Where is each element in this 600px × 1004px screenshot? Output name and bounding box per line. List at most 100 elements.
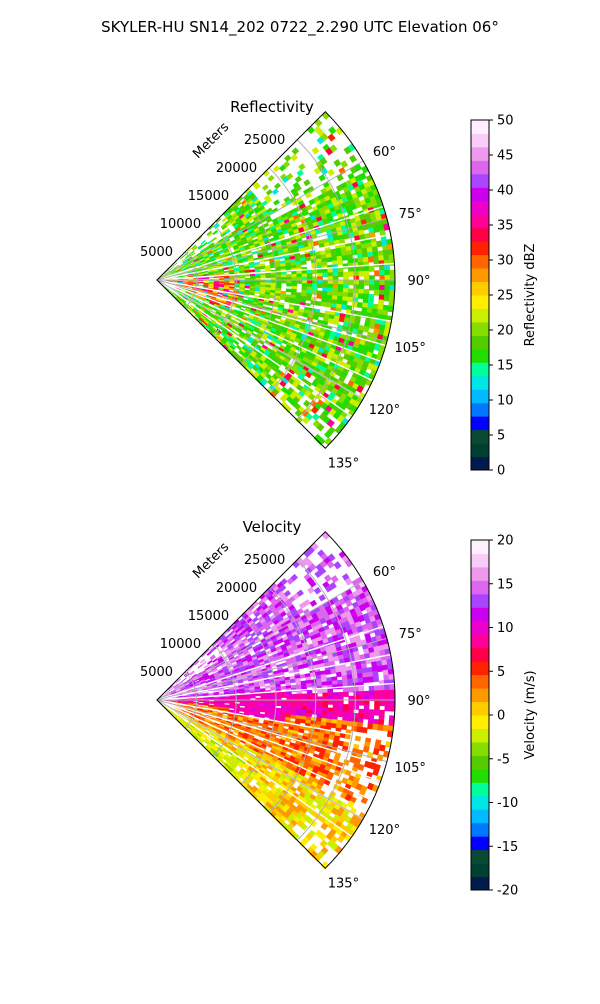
data-cell <box>260 275 266 278</box>
data-cell <box>245 286 251 289</box>
colorbar-swatch <box>471 443 489 457</box>
data-cell <box>262 184 269 191</box>
panel-velocity: Velocity60°75°90°105°120°135°50001000015… <box>140 518 538 899</box>
data-cell <box>312 147 320 155</box>
data-cell <box>301 260 307 265</box>
data-cell <box>280 686 286 690</box>
data-cell <box>337 712 343 717</box>
colorbar-tick-label: 45 <box>497 149 514 164</box>
data-cell <box>291 154 298 161</box>
data-cell <box>306 296 312 301</box>
colorbar-swatch <box>471 457 489 471</box>
data-cell <box>250 269 256 272</box>
data-cell <box>218 292 224 295</box>
data-cell <box>359 271 365 277</box>
data-cell <box>312 710 318 715</box>
data-cell <box>338 272 344 277</box>
data-cell <box>374 270 380 276</box>
data-cell <box>268 175 275 182</box>
data-cell <box>337 260 343 265</box>
colorbar-tick-label: 5 <box>497 429 505 444</box>
data-cell <box>295 176 302 183</box>
colorbar-swatch <box>471 187 489 201</box>
colorbar-tick-label: 50 <box>497 114 514 129</box>
data-cell <box>281 694 287 698</box>
panel-title: Reflectivity <box>230 98 314 116</box>
data-cell <box>317 689 323 694</box>
data-cell <box>250 696 256 699</box>
data-cell <box>327 169 335 177</box>
angle-tick-label: 75° <box>399 207 422 222</box>
data-cell <box>209 702 215 704</box>
data-cell <box>280 296 286 300</box>
angle-tick-label: 105° <box>395 341 426 356</box>
data-cell <box>276 703 282 706</box>
colorbar-swatch <box>471 255 489 269</box>
colorbar-swatch <box>471 120 489 134</box>
data-cell <box>298 163 305 170</box>
colorbar-swatch <box>471 376 489 390</box>
data-cell <box>286 288 292 292</box>
angle-tick-label: 135° <box>328 456 359 471</box>
colorbar-tick-label: 25 <box>497 289 514 304</box>
data-cell <box>374 289 380 295</box>
data-cell <box>348 280 354 285</box>
data-cell <box>207 660 213 665</box>
radial-tick-label: 15000 <box>188 189 229 204</box>
data-cell <box>229 283 235 285</box>
data-cell <box>307 126 315 134</box>
data-cell <box>211 237 217 242</box>
colorbar-tick-label: 40 <box>497 184 514 199</box>
data-cell <box>224 701 230 703</box>
data-cell <box>348 687 354 693</box>
data-cell <box>314 119 322 127</box>
data-cell <box>198 285 204 287</box>
angle-tick-label: 60° <box>373 145 396 160</box>
data-cell <box>281 280 287 284</box>
data-cell <box>368 256 374 262</box>
colorbar-tick-label: 0 <box>497 464 505 479</box>
data-cell <box>212 230 218 235</box>
data-cell <box>384 295 390 302</box>
data-cell <box>273 165 280 172</box>
data-cell <box>369 285 375 291</box>
data-cell <box>318 174 326 181</box>
colorbar-tick-label: 35 <box>497 219 514 234</box>
panel-reflectivity: Reflectivity60°75°90°105°120°135°5000100… <box>140 98 538 479</box>
data-cell <box>300 719 306 724</box>
colorbar-tick-label: 20 <box>497 324 514 339</box>
data-cell <box>198 701 204 702</box>
data-cell <box>373 261 379 267</box>
data-cell <box>312 290 318 295</box>
colorbar-swatch <box>471 268 489 282</box>
data-cell <box>318 594 326 601</box>
colorbar-swatch <box>471 335 489 349</box>
colorbar-swatch <box>471 147 489 161</box>
data-cell <box>353 704 359 710</box>
radial-tick-label: 25000 <box>244 133 285 148</box>
colorbar-swatch <box>471 295 489 309</box>
data-cell <box>312 413 320 421</box>
data-cell <box>328 126 336 134</box>
data-cell <box>266 275 272 278</box>
data-cell <box>286 283 292 287</box>
data-cell <box>284 154 291 161</box>
data-cell <box>364 280 370 286</box>
colorbar-tick-label: 15 <box>497 359 514 374</box>
colorbar-swatch <box>471 160 489 174</box>
data-cell <box>266 189 273 195</box>
radial-tick-label: 5000 <box>140 245 173 260</box>
colorbar-swatch <box>471 228 489 242</box>
angle-tick-label: 90° <box>407 274 430 289</box>
data-cell <box>358 293 364 299</box>
data-cell <box>292 147 300 155</box>
data-cell <box>349 155 357 163</box>
data-cell <box>240 704 246 707</box>
colorbar-swatch <box>471 322 489 336</box>
colorbar-swatch <box>471 389 489 403</box>
data-cell <box>317 283 323 288</box>
data-cell <box>322 273 328 278</box>
data-cell <box>328 700 334 705</box>
